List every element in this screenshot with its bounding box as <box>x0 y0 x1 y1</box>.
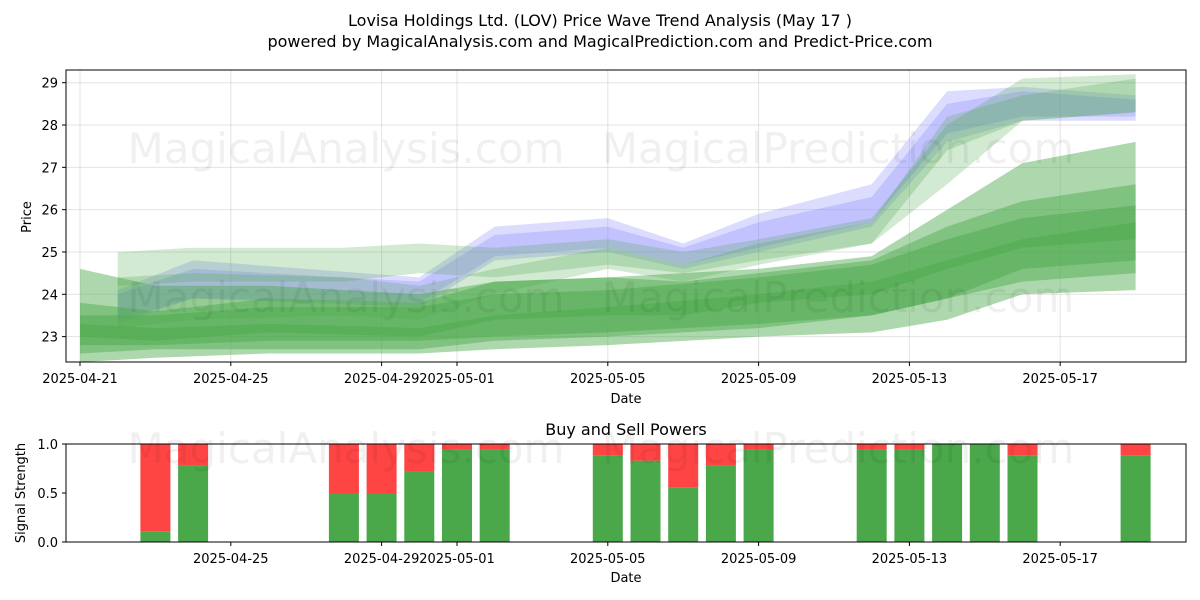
price-xtick-label: 2025-05-05 <box>570 372 646 387</box>
price-band-5 <box>80 205 1136 346</box>
watermark-prediction-top: MagicalPrediction.com <box>602 124 1075 173</box>
sell-bar <box>1120 444 1151 456</box>
buy-bar <box>856 449 887 542</box>
sell-bar <box>668 444 699 488</box>
buy-bar <box>592 455 623 542</box>
chart-title: Lovisa Holdings Ltd. (LOV) Price Wave Tr… <box>348 11 852 30</box>
power-ytick-label: 1.0 <box>37 438 58 453</box>
sell-bar <box>705 444 736 466</box>
price-ytick-label: 25 <box>41 246 58 261</box>
buy-bar <box>328 493 359 542</box>
watermark-prediction-bottom: MagicalPrediction.com <box>602 424 1075 473</box>
price-ytick-label: 27 <box>41 161 58 176</box>
power-xtick-label: 2025-04-29 <box>344 552 420 567</box>
buy-bar <box>366 493 397 542</box>
price-ylabel: Price <box>20 201 35 233</box>
price-xtick-label: 2025-05-13 <box>872 372 948 387</box>
buy-bar <box>1120 455 1151 542</box>
power-xtick-label: 2025-05-09 <box>721 552 797 567</box>
power-xtick-label: 2025-05-01 <box>419 552 495 567</box>
buy-bar <box>969 444 1000 542</box>
chart-subtitle: powered by MagicalAnalysis.com and Magic… <box>267 32 932 51</box>
price-xtick-label: 2025-05-01 <box>419 372 495 387</box>
watermark-analysis-top: MagicalAnalysis.com <box>128 124 565 173</box>
sell-bar <box>630 444 661 461</box>
buy-bar <box>743 449 774 542</box>
power-ytick-label: 0.0 <box>37 536 58 551</box>
price-xtick-label: 2025-05-09 <box>721 372 797 387</box>
price-ytick-label: 23 <box>41 331 58 346</box>
buy-bar <box>404 471 435 542</box>
power-xtick-label: 2025-05-17 <box>1022 552 1098 567</box>
buy-bar <box>1007 455 1038 542</box>
price-band-2 <box>117 74 1136 286</box>
price-bands <box>80 74 1136 362</box>
price-band-1 <box>117 91 1136 320</box>
buy-bar <box>630 460 661 542</box>
buy-bar <box>668 487 699 542</box>
buy-bar <box>178 465 209 542</box>
watermark-analysis-bottom: MagicalAnalysis.com <box>128 424 565 473</box>
sell-bar <box>592 444 623 456</box>
price-xtick-label: 2025-05-17 <box>1022 372 1098 387</box>
price-ytick-label: 26 <box>41 204 58 219</box>
sell-bar <box>894 444 925 450</box>
power-ylabel: Signal Strength <box>14 443 29 543</box>
power-title: Buy and Sell Powers <box>545 420 707 439</box>
buy-bar <box>932 444 963 542</box>
price-xtick-label: 2025-04-25 <box>193 372 269 387</box>
power-xtick-label: 2025-05-05 <box>570 552 646 567</box>
price-ytick-label: 24 <box>41 288 58 303</box>
price-band-7 <box>80 184 1136 341</box>
price-axis-ticks: 23 24 25 26 27 28 29 2025-04-21 2025-04-25 2025-0… <box>41 77 1098 387</box>
sell-bar <box>743 444 774 450</box>
power-ytick-label: 0.5 <box>37 487 58 502</box>
buy-bar <box>894 449 925 542</box>
power-bars <box>140 444 1151 542</box>
sell-bar <box>140 444 171 532</box>
power-xlabel: Date <box>610 571 641 586</box>
sell-bar <box>856 444 887 450</box>
price-xtick-label: 2025-04-29 <box>344 372 420 387</box>
watermark-prediction-mid: MagicalPrediction.com <box>602 273 1075 322</box>
price-ytick-label: 29 <box>41 77 58 92</box>
sell-bar <box>479 444 510 450</box>
sell-bar <box>178 444 209 466</box>
buy-bar <box>140 531 171 542</box>
power-axis-ticks: 0.0 0.5 1.0 2025-04-25 2025-04-29 2025-05-01 2… <box>37 438 1098 567</box>
sell-bar <box>1007 444 1038 456</box>
power-xtick-label: 2025-05-13 <box>872 552 948 567</box>
sell-bar <box>442 444 472 450</box>
sell-bar <box>404 444 435 472</box>
power-xtick-label: 2025-04-25 <box>193 552 269 567</box>
buy-bar <box>442 449 472 542</box>
price-plot-frame <box>65 69 1187 363</box>
price-ytick-label: 28 <box>41 119 58 134</box>
price-band-3 <box>117 78 1136 329</box>
price-band-4 <box>80 141 1136 362</box>
sell-bar <box>366 444 397 494</box>
price-xlabel: Date <box>610 392 641 407</box>
buy-bar <box>479 449 510 542</box>
sell-bar <box>328 444 359 494</box>
price-band-0 <box>117 86 1136 324</box>
price-xtick-label: 2025-04-21 <box>42 372 118 387</box>
price-grid <box>66 70 1186 362</box>
buy-bar <box>705 465 736 542</box>
price-band-6 <box>80 222 1136 354</box>
watermark-analysis-mid: MagicalAnalysis.com <box>128 273 565 322</box>
